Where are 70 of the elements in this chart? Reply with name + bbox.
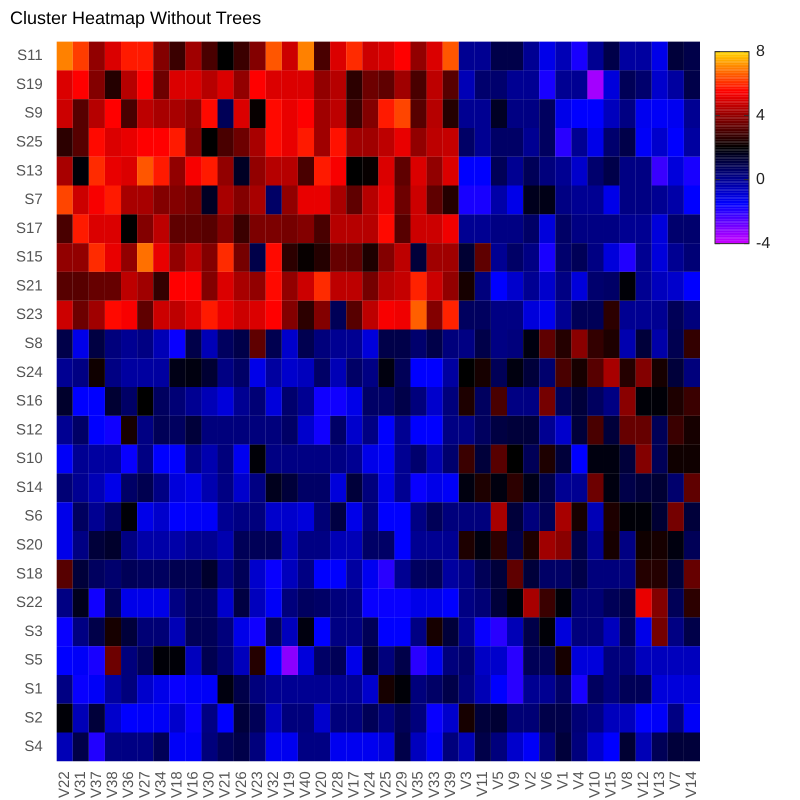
chart-title: Cluster Heatmap Without Trees: [10, 8, 262, 28]
x-tick-label: V24: [361, 771, 378, 798]
y-tick-label: S23: [16, 306, 43, 324]
y-tick-label: S20: [16, 536, 43, 554]
y-tick-label: S8: [24, 335, 43, 352]
x-tick-label: V7: [667, 771, 684, 790]
y-tick-label: S22: [16, 594, 43, 612]
y-tick-label: S5: [24, 652, 43, 669]
y-tick-label: S9: [24, 104, 43, 122]
y-tick-label: S4: [24, 738, 43, 756]
x-tick-label: V39: [442, 771, 459, 798]
x-tick-label: V10: [586, 771, 604, 798]
y-tick-label: S13: [16, 162, 43, 180]
x-tick-label: V31: [72, 771, 89, 798]
y-tick-label: S16: [16, 392, 43, 410]
x-tick-label: V3: [458, 771, 475, 790]
y-tick-label: S10: [16, 450, 43, 468]
y-tick-label: S7: [24, 191, 43, 208]
x-tick-label: V20: [313, 771, 330, 798]
color-bar-label: 4: [756, 107, 765, 124]
x-tick-label: V8: [618, 771, 636, 790]
x-tick-label: V6: [538, 771, 556, 790]
y-tick-label: S17: [16, 220, 43, 237]
x-tick-label: V4: [570, 771, 588, 790]
x-tick-label: V37: [88, 771, 106, 798]
x-tick-label: V34: [152, 771, 170, 798]
x-tick-label: V1: [554, 771, 572, 790]
x-tick-label: V5: [490, 771, 508, 790]
y-tick-label: S2: [24, 709, 43, 726]
y-tick-label: S25: [16, 134, 43, 150]
y-tick-label: S24: [16, 364, 43, 381]
y-tick-label: S6: [24, 508, 43, 525]
x-tick-label: V13: [650, 771, 668, 798]
x-tick-label: V15: [602, 771, 620, 798]
y-tick-label: S11: [17, 47, 43, 64]
x-tick-label: V17: [345, 771, 362, 798]
x-tick-label: V32: [264, 771, 282, 798]
x-tick-label: V22: [56, 771, 73, 798]
x-tick-label: V25: [378, 771, 395, 798]
y-tick-label: S18: [16, 565, 43, 582]
y-tick-label: S15: [16, 248, 43, 266]
x-tick-label: V9: [506, 771, 524, 790]
y-tick-label: S21: [16, 277, 43, 294]
y-tick-label: S12: [16, 421, 43, 438]
x-tick-label: V38: [104, 771, 122, 798]
x-tick-label: V18: [168, 771, 186, 798]
x-tick-label: V21: [216, 771, 234, 798]
x-tick-label: V14: [683, 771, 700, 798]
x-tick-label: V29: [394, 771, 411, 798]
x-tick-label: V28: [329, 771, 346, 798]
x-tick-label: V26: [232, 771, 250, 798]
color-bar-label: 8: [756, 43, 765, 60]
x-tick-label: V33: [426, 771, 443, 798]
y-tick-label: S19: [16, 76, 43, 93]
x-tick-label: V27: [136, 771, 154, 798]
x-tick-label: V11: [474, 771, 492, 797]
x-tick-label: V35: [410, 771, 427, 798]
y-tick-label: S14: [16, 478, 43, 496]
x-tick-label: V40: [297, 771, 314, 798]
x-tick-label: V2: [522, 771, 540, 790]
color-bar-label: 0: [756, 171, 765, 188]
x-tick-label: V12: [634, 771, 652, 798]
color-bar-label: -4: [756, 235, 770, 252]
x-tick-label: V36: [120, 771, 138, 798]
y-tick-label: S3: [24, 622, 43, 640]
x-tick-label: V30: [200, 771, 218, 798]
y-tick-label: S1: [24, 680, 43, 698]
x-tick-label: V19: [281, 771, 298, 798]
x-tick-label: V23: [248, 771, 266, 798]
x-tick-label: V16: [184, 771, 202, 798]
